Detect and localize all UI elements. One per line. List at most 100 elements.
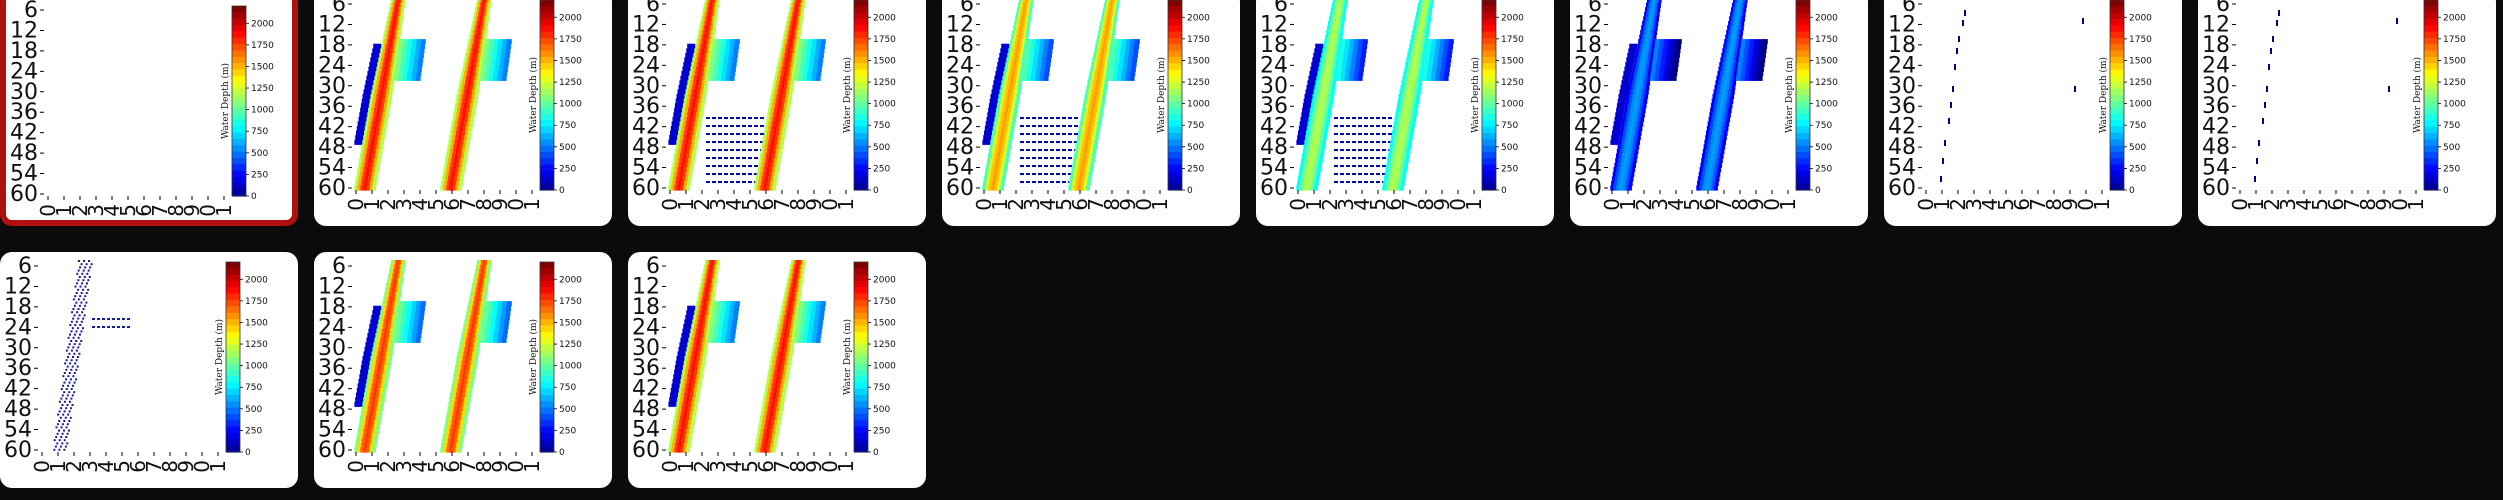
x-tick-label: 0 (504, 198, 528, 211)
thumbnail-card-1[interactable]: 6 12 18 24 30 36 42 48 54 60 0 1 2 3 4 5 6 7 8 9 0 1 0 250 500 75… (0, 0, 298, 226)
colorbar-tick-label: 0 (2443, 186, 2449, 196)
colorbar-label: Water Depth (m) (842, 57, 853, 133)
y-tick-label: 18 (946, 33, 974, 58)
x-tick-label: 8 (164, 204, 188, 217)
y-tick-label: 24 (10, 59, 38, 84)
x-tick-label: 9 (1430, 198, 1454, 211)
colorbar-tick-label: 0 (873, 186, 879, 196)
y-tick-label: 24 (1574, 53, 1602, 78)
x-tick-label: 6 (126, 460, 150, 473)
x-tick-label: 8 (1728, 198, 1752, 211)
colorbar-tick-label: 750 (873, 383, 890, 393)
y-tick-label: 18 (2202, 33, 2230, 58)
y-tick-label: 24 (2202, 53, 2230, 78)
colorbar-tick-label: 1500 (873, 56, 896, 66)
thumbnail-card-3[interactable]: 6 12 18 24 30 36 42 48 54 60 0 1 2 3 4 5 6 7 8 9 0 1 0 250 500 75… (628, 0, 926, 226)
y-tick-label: 42 (632, 377, 660, 402)
colorbar-tick-label: 1750 (873, 297, 896, 307)
x-tick-label: 8 (2356, 198, 2380, 211)
y-tick-label: 48 (4, 397, 32, 422)
y-tick-label: 54 (1260, 156, 1288, 181)
x-tick-label: 1 (52, 204, 76, 217)
x-tick-label: 1 (360, 460, 384, 473)
thumbnail-card-6[interactable]: 6 12 18 24 30 36 42 48 54 60 0 1 2 3 4 5 6 7 8 9 0 1 0 250 500 75… (1570, 0, 1868, 226)
thumbnail-card-2[interactable]: 6 12 18 24 30 36 42 48 54 60 0 1 2 3 4 5 6 7 8 9 0 1 0 250 500 75… (314, 0, 612, 226)
colorbar-label: Water Depth (m) (1784, 57, 1795, 133)
colorbar-tick-label: 500 (559, 405, 576, 415)
x-tick-label: 6 (440, 198, 464, 211)
thumbnail-card-4[interactable]: 6 12 18 24 30 36 42 48 54 60 0 1 2 3 4 5 6 7 8 9 0 1 0 250 500 75… (942, 0, 1240, 226)
x-tick-label: 6 (132, 204, 156, 217)
colorbar-tick-label: 1250 (559, 340, 582, 350)
thumbnail-card-7[interactable]: 6 12 18 24 30 36 42 48 54 60 0 1 2 3 4 5 6 7 8 9 0 1 0 250 500 75… (1884, 0, 2182, 226)
y-tick-label: 54 (4, 418, 32, 443)
x-tick-label: 3 (84, 204, 108, 217)
x-tick-label: 4 (408, 460, 432, 473)
y-tick-label: 60 (10, 182, 38, 207)
colorbar-tick-label: 1000 (2443, 100, 2466, 110)
colorbar-tick-label: 250 (1501, 164, 1518, 174)
colorbar-tick-label: 1250 (2129, 78, 2152, 88)
x-tick-label: 1 (1776, 198, 1800, 211)
x-tick-label: 6 (1382, 198, 1406, 211)
colorbar-tick-label: 2000 (1501, 13, 1524, 23)
x-tick-label: 9 (1116, 198, 1140, 211)
y-tick-label: 48 (10, 141, 38, 166)
x-tick-label: 0 (344, 460, 368, 473)
x-tick-label: 0 (2388, 198, 2412, 211)
x-tick-label: 1 (1930, 198, 1954, 211)
colorbar-tick-label: 1250 (873, 78, 896, 88)
x-tick-label: 1 (206, 460, 230, 473)
colorbar-tick-label: 1000 (1815, 100, 1838, 110)
y-tick-label: 60 (632, 438, 660, 463)
y-tick-label: 18 (10, 39, 38, 64)
colorbar-tick-label: 750 (873, 121, 890, 131)
x-tick-label: 1 (834, 460, 858, 473)
colorbar-tick-label: 1500 (559, 318, 582, 328)
y-tick-label: 24 (4, 315, 32, 340)
x-tick-label: 1 (2090, 198, 2114, 211)
thumbnail-card-9[interactable]: 6 12 18 24 30 36 42 48 54 60 0 1 2 3 4 5 6 7 8 9 0 1 0 250 500 75… (0, 252, 298, 488)
y-tick-label: 18 (1574, 33, 1602, 58)
x-tick-label: 0 (36, 204, 60, 217)
x-tick-label: 7 (1084, 198, 1108, 211)
x-tick-label: 9 (174, 460, 198, 473)
thumbnail-card-11[interactable]: 6 12 18 24 30 36 42 48 54 60 0 1 2 3 4 5 6 7 8 9 0 1 0 250 500 75… (628, 252, 926, 488)
y-tick-label: 12 (2202, 12, 2230, 37)
x-tick-label: 0 (1600, 198, 1624, 211)
y-tick-label: 30 (1888, 74, 1916, 99)
y-tick-label: 36 (318, 356, 346, 381)
x-tick-label: 0 (2228, 198, 2252, 211)
colorbar-tick-label: 250 (251, 170, 268, 180)
y-tick-label: 30 (10, 80, 38, 105)
colorbar-tick-label: 1000 (559, 362, 582, 372)
x-tick-label: 8 (158, 460, 182, 473)
x-tick-label: 6 (1068, 198, 1092, 211)
y-tick-label: 54 (632, 418, 660, 443)
x-tick-label: 2 (376, 460, 400, 473)
x-tick-label: 1 (674, 198, 698, 211)
x-tick-label: 2 (68, 204, 92, 217)
x-tick-label: 1 (520, 460, 544, 473)
y-tick-label: 30 (946, 74, 974, 99)
thumbnail-card-5[interactable]: 6 12 18 24 30 36 42 48 54 60 0 1 2 3 4 5 6 7 8 9 0 1 0 250 500 75… (1256, 0, 1554, 226)
x-tick-label: 9 (1744, 198, 1768, 211)
thumbnail-card-10[interactable]: 6 12 18 24 30 36 42 48 54 60 0 1 2 3 4 5 6 7 8 9 0 1 0 250 500 75… (314, 252, 612, 488)
y-tick-label: 42 (632, 115, 660, 140)
y-tick-label: 60 (4, 438, 32, 463)
y-tick-label: 24 (1260, 53, 1288, 78)
colorbar-tick-label: 1750 (559, 297, 582, 307)
y-tick-label: 24 (318, 315, 346, 340)
y-tick-label: 54 (1574, 156, 1602, 181)
x-tick-label: 1 (46, 460, 70, 473)
y-tick-label: 48 (1260, 135, 1288, 160)
x-tick-label: 6 (2010, 198, 2034, 211)
y-tick-label: 24 (632, 53, 660, 78)
y-tick-label: 6 (960, 0, 974, 17)
colorbar-tick-label: 500 (1187, 143, 1204, 153)
x-tick-label: 6 (2324, 198, 2348, 211)
x-tick-label: 0 (818, 460, 842, 473)
water-depth-map: 6121824303642485460012345678901025050075… (632, 254, 896, 473)
x-tick-label: 2 (62, 460, 86, 473)
thumbnail-card-8[interactable]: 6 12 18 24 30 36 42 48 54 60 0 1 2 3 4 5 6 7 8 9 0 1 0 250 500 75… (2198, 0, 2496, 226)
